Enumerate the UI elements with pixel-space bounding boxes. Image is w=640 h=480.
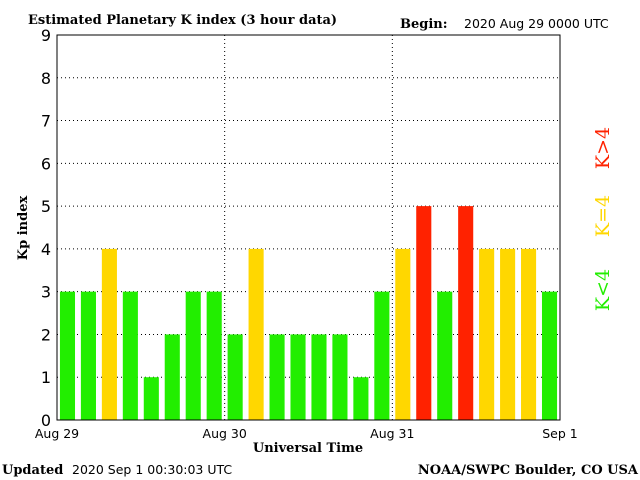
kp-bar — [122, 291, 138, 420]
begin-value: 2020 Aug 29 0000 UTC — [464, 16, 609, 31]
kp-bar — [458, 206, 474, 420]
y-tick-label: 9 — [41, 26, 51, 45]
y-tick-label: 7 — [41, 112, 51, 131]
kp-bar — [332, 334, 348, 420]
kp-bar — [143, 377, 159, 420]
y-axis-label: Kp index — [16, 196, 31, 261]
x-axis-label: Universal Time — [253, 441, 363, 456]
kp-bar — [437, 291, 453, 420]
kp-bar — [374, 291, 390, 420]
updated-label: Updated — [2, 463, 63, 478]
chart-title: Estimated Planetary K index (3 hour data… — [28, 13, 337, 28]
legend-k-above-4: K>4 — [592, 127, 614, 169]
x-tick-label: Sep 1 — [542, 426, 578, 441]
x-tick-label: Aug 29 — [35, 426, 79, 441]
kp-bar — [227, 334, 243, 420]
legend-k-equal-4: K=4 — [592, 195, 614, 237]
kp-bar — [269, 334, 285, 420]
kp-bar — [311, 334, 327, 420]
y-tick-label: 1 — [41, 368, 51, 387]
kp-bar — [248, 248, 264, 420]
kp-bar — [80, 291, 96, 420]
kp-bar — [521, 248, 537, 420]
x-tick-label: Aug 30 — [203, 426, 247, 441]
y-tick-labels: 0 1 2 3 4 5 6 7 8 9 — [41, 26, 51, 430]
kp-bar — [395, 248, 411, 420]
plot-frame — [56, 34, 561, 421]
kp-bar — [101, 248, 117, 420]
kp-bar — [290, 334, 306, 420]
y-tick-label: 3 — [41, 283, 51, 302]
begin-label: Begin: — [400, 17, 448, 32]
y-tick-label: 5 — [41, 197, 51, 216]
y-tick-label: 8 — [41, 69, 51, 88]
y-tick-label: 4 — [41, 240, 51, 259]
kp-bar — [541, 291, 558, 420]
kp-bar — [500, 248, 516, 420]
x-tick-label: Aug 31 — [370, 426, 414, 441]
legend-k-below-4: K<4 — [592, 269, 614, 311]
kp-bar — [59, 291, 76, 420]
kp-bar — [353, 377, 369, 420]
source-credit: NOAA/SWPC Boulder, CO USA — [418, 463, 639, 478]
updated-value: 2020 Sep 1 00:30:03 UTC — [72, 462, 232, 477]
y-tick-label: 6 — [41, 154, 51, 173]
y-tick-label: 0 — [41, 411, 51, 430]
kp-bar — [416, 206, 432, 420]
y-tick-label: 2 — [41, 325, 51, 344]
grid-layer — [57, 35, 560, 420]
kp-bar — [185, 291, 201, 420]
x-tick-labels: Aug 29 Aug 30 Aug 31 Sep 1 — [35, 426, 578, 441]
kp-bar — [206, 291, 222, 420]
kp-bar — [164, 334, 180, 420]
kp-bar — [479, 248, 495, 420]
bars-layer — [59, 206, 558, 420]
